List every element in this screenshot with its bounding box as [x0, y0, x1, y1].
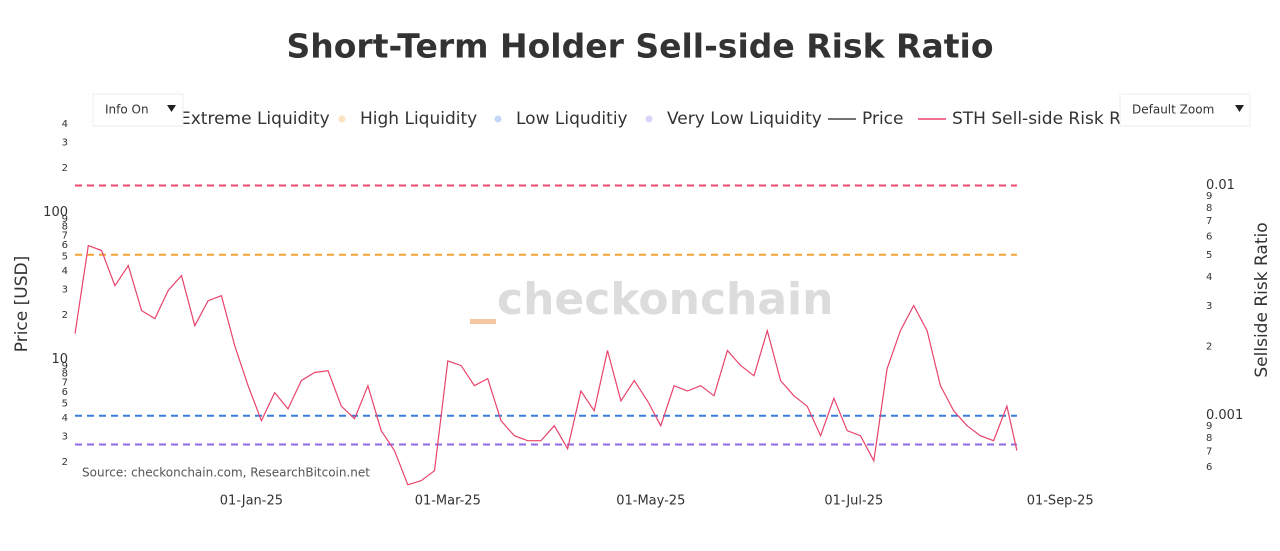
y-tick-label: 5 — [62, 399, 68, 410]
y-tick-label: 4 — [62, 266, 68, 277]
y-tick-label: 8 — [62, 369, 68, 380]
legend: Extreme Liquidity High Liquidity Low Liqud… — [158, 109, 1153, 129]
y-axis-title: Price [USD] — [12, 256, 32, 352]
y2-tick-label: 5 — [1206, 250, 1212, 261]
y2-tick-label: 8 — [1206, 433, 1212, 444]
legend-label: Price — [862, 109, 903, 129]
chart-title: Short-Term Holder Sell-side Risk Ratio — [286, 27, 993, 66]
y-tick-label: 5 — [62, 252, 68, 263]
y-tick-label: 4 — [62, 119, 68, 130]
x-tick-label: 01-Mar-25 — [415, 494, 481, 509]
y2-tick-label: 8 — [1206, 203, 1212, 214]
y-tick-label: 3 — [62, 284, 68, 295]
y-tick-label: 9 — [62, 361, 68, 372]
x-tick-label: 01-Jul-25 — [824, 494, 883, 509]
y-tick-label: 2 — [62, 457, 68, 468]
y2-tick-label: 3 — [1206, 301, 1212, 312]
x-tick-label: 01-Jan-25 — [220, 494, 283, 509]
legend-label: Extreme Liquidity — [180, 109, 330, 129]
y-tick-label: 100 — [43, 205, 68, 220]
y2-tick-label: 0.01 — [1206, 178, 1235, 193]
x-tick-label: 01-Sep-25 — [1027, 494, 1094, 509]
y-tick-label: 6 — [62, 387, 68, 398]
y-tick-label: 6 — [62, 240, 68, 251]
legend-label: STH Sell-side Risk Ratio — [952, 109, 1153, 129]
zoom-button[interactable]: Default Zoom — [1119, 93, 1251, 127]
y2-tick-label: 6 — [1206, 462, 1212, 473]
y2-tick-label: 2 — [1206, 341, 1212, 352]
y-tick-label: 8 — [62, 222, 68, 233]
y2-axis-title: Sellside Risk Ratio — [1252, 222, 1272, 377]
y-tick-label: 3 — [62, 431, 68, 442]
legend-label: Very Low Liquidity — [667, 109, 822, 129]
y-tick-label: 4 — [62, 413, 68, 424]
x-tick-label: 01-May-25 — [616, 494, 685, 509]
y2-tick-label: 7 — [1206, 446, 1212, 457]
watermark-mark — [470, 319, 496, 324]
legend-marker — [338, 115, 346, 123]
dropdown-arrow[interactable] — [1235, 105, 1244, 112]
y2-tick-label: 6 — [1206, 232, 1212, 243]
y-tick-label: 2 — [62, 310, 68, 321]
plot-area: 23456789102345678910023467890.0012345678… — [43, 119, 1243, 509]
y2-tick-label: 9 — [1206, 191, 1212, 202]
legend-marker — [494, 115, 502, 123]
y2-tick-label: 9 — [1206, 421, 1212, 432]
source-note: Source: checkonchain.com, ResearchBitcoi… — [82, 466, 370, 480]
legend-marker — [645, 115, 653, 123]
y-tick-label: 3 — [62, 137, 68, 148]
y-tick-label: 9 — [62, 214, 68, 225]
legend-label: High Liquidity — [360, 109, 477, 129]
y2-tick-label: 7 — [1206, 216, 1212, 227]
y-tick-label: 2 — [62, 163, 68, 174]
zoom-button-box[interactable] — [1119, 93, 1251, 127]
y2-tick-label: 4 — [1206, 272, 1212, 283]
legend-label: Low Liquditiy — [516, 109, 628, 129]
dropdown-arrow[interactable] — [167, 105, 176, 112]
watermark: checkonchain — [497, 274, 833, 325]
info-button-box[interactable] — [92, 93, 184, 127]
info-button[interactable]: Info On — [92, 93, 184, 127]
y2-tick-label: 0.001 — [1206, 408, 1243, 423]
y-tick-label: 7 — [62, 230, 68, 241]
info-button-label[interactable]: Info On — [105, 103, 149, 117]
y-tick-label: 10 — [51, 352, 68, 367]
series-line — [74, 244, 1018, 486]
zoom-button-label[interactable]: Default Zoom — [1132, 103, 1214, 117]
y-tick-label: 7 — [62, 377, 68, 388]
